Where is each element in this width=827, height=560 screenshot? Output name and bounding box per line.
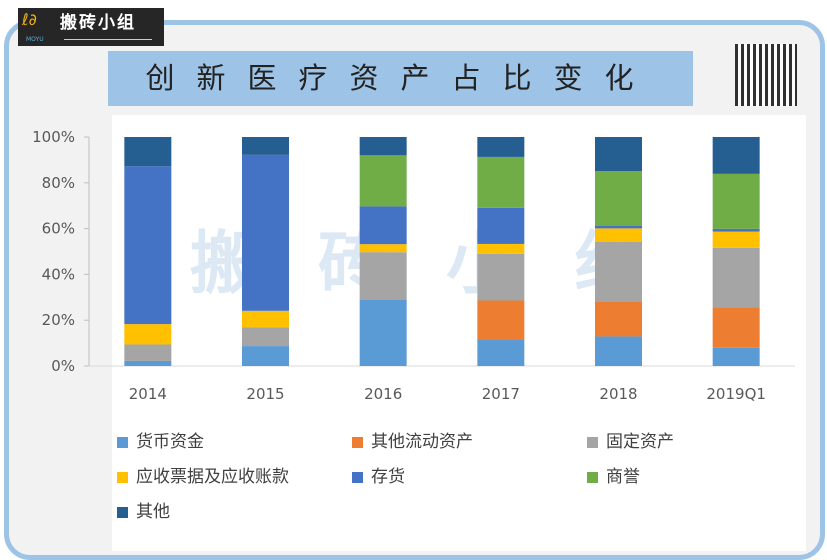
- bar-segment: [242, 327, 289, 347]
- bar-segment: [712, 307, 760, 348]
- logo-sub: MOYU: [26, 36, 44, 43]
- bar-segment: [712, 231, 760, 248]
- bar-segment: [124, 137, 172, 167]
- qr-code-icon: [735, 44, 797, 106]
- bar-segment: [242, 154, 289, 311]
- x-tick-label: 2018: [599, 385, 637, 403]
- bar-segment: [595, 241, 642, 302]
- legend-label: 其他流动资产: [371, 432, 473, 452]
- bar-segment: [595, 171, 642, 226]
- x-tick-label: 2015: [246, 385, 284, 403]
- y-tick-label: 60%: [42, 220, 75, 238]
- bar-segment: [595, 137, 642, 172]
- bar-segment: [124, 360, 172, 366]
- y-tick-label: 100%: [32, 128, 75, 146]
- y-tick-label: 80%: [42, 174, 75, 192]
- bar-segment: [477, 207, 525, 244]
- legend-label: 商誉: [606, 467, 640, 487]
- bar-segment: [712, 173, 760, 229]
- chart-title: 创新医疗资产占比变化: [108, 51, 693, 106]
- y-tick-label: 0%: [51, 357, 75, 375]
- legend-swatch: [352, 436, 363, 448]
- logo-divider: [64, 39, 152, 40]
- x-tick-label: 2017: [482, 385, 520, 403]
- legend-item: 其他: [117, 501, 170, 523]
- chart-panel: [112, 115, 806, 551]
- bar-segment: [359, 252, 407, 300]
- bar-segment: [477, 156, 525, 208]
- legend-label: 应收票据及应收账款: [136, 467, 289, 487]
- legend-item: 货币资金: [117, 431, 204, 453]
- bar-segment: [595, 336, 642, 366]
- bar-segment: [124, 324, 172, 345]
- bar-segment: [477, 339, 525, 366]
- legend-item: 存货: [352, 466, 405, 488]
- bar-segment: [477, 137, 525, 157]
- bar-segment: [712, 247, 760, 308]
- bar-segment: [359, 137, 407, 156]
- x-tick-label: 2014: [129, 385, 167, 403]
- bar-segment: [359, 155, 407, 207]
- legend-item: 应收票据及应收账款: [117, 466, 289, 488]
- legend-item: 其他流动资产: [352, 431, 473, 453]
- bar-segment: [359, 299, 407, 366]
- legend-swatch: [587, 436, 598, 448]
- bar-segment: [359, 244, 407, 253]
- logo-text: 搬砖小组: [60, 13, 136, 33]
- bar-segment: [712, 228, 760, 232]
- fish-logo-icon: ℓ∂: [22, 10, 37, 29]
- bar-segment: [124, 166, 172, 325]
- y-tick-label: 20%: [42, 311, 75, 329]
- legend-label: 其他: [136, 502, 170, 522]
- bar-segment: [595, 301, 642, 337]
- bar-segment: [595, 228, 642, 242]
- bar-segment: [242, 310, 289, 328]
- bar-segment: [477, 300, 525, 340]
- bar-segment: [712, 347, 760, 366]
- x-tick-label: 2016: [364, 385, 402, 403]
- bar-segment: [712, 137, 760, 174]
- legend-swatch: [117, 436, 128, 448]
- logo: ℓ∂ 搬砖小组 MOYU: [18, 8, 164, 46]
- bar-segment: [359, 206, 407, 245]
- legend-swatch: [587, 471, 598, 483]
- legend-swatch: [352, 471, 363, 483]
- legend-label: 货币资金: [136, 432, 204, 452]
- legend-swatch: [117, 471, 128, 483]
- bar-segment: [477, 253, 525, 301]
- bar-segment: [595, 225, 642, 229]
- x-tick-label: 2019Q1: [706, 385, 766, 403]
- bar-segment: [242, 137, 289, 155]
- bar-segment: [124, 344, 172, 361]
- legend-label: 存货: [371, 467, 405, 487]
- legend-swatch: [117, 506, 128, 518]
- bar-segment: [477, 243, 525, 254]
- bar-segment: [242, 346, 289, 366]
- legend-item: 商誉: [587, 466, 640, 488]
- y-tick-label: 40%: [42, 265, 75, 283]
- legend-label: 固定资产: [606, 432, 674, 452]
- legend-item: 固定资产: [587, 431, 674, 453]
